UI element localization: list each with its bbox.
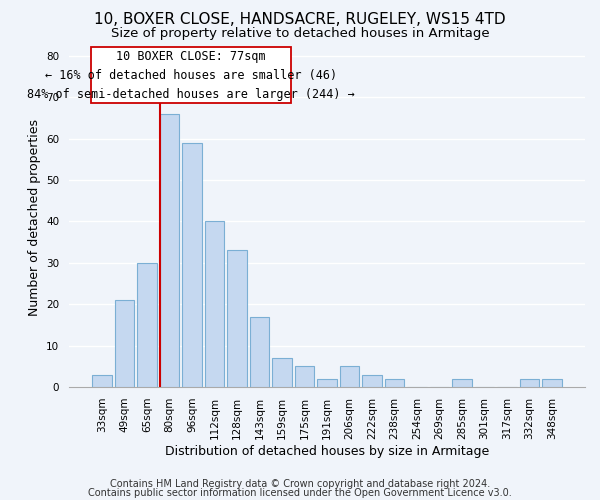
Text: Contains public sector information licensed under the Open Government Licence v3: Contains public sector information licen…: [88, 488, 512, 498]
Text: Size of property relative to detached houses in Armitage: Size of property relative to detached ho…: [110, 28, 490, 40]
Bar: [520, 379, 539, 387]
Y-axis label: Number of detached properties: Number of detached properties: [28, 119, 41, 316]
Bar: [295, 366, 314, 387]
Text: Contains HM Land Registry data © Crown copyright and database right 2024.: Contains HM Land Registry data © Crown c…: [110, 479, 490, 489]
Bar: [452, 379, 472, 387]
FancyBboxPatch shape: [91, 48, 291, 104]
Bar: [92, 374, 112, 387]
Bar: [115, 300, 134, 387]
Bar: [182, 143, 202, 387]
Bar: [385, 379, 404, 387]
Bar: [542, 379, 562, 387]
Bar: [137, 263, 157, 387]
Bar: [227, 250, 247, 387]
Bar: [317, 379, 337, 387]
Bar: [362, 374, 382, 387]
Text: 10, BOXER CLOSE, HANDSACRE, RUGELEY, WS15 4TD: 10, BOXER CLOSE, HANDSACRE, RUGELEY, WS1…: [94, 12, 506, 28]
Bar: [250, 316, 269, 387]
Bar: [340, 366, 359, 387]
Bar: [272, 358, 292, 387]
Bar: [160, 114, 179, 387]
Bar: [205, 222, 224, 387]
X-axis label: Distribution of detached houses by size in Armitage: Distribution of detached houses by size …: [165, 444, 489, 458]
Text: 10 BOXER CLOSE: 77sqm
← 16% of detached houses are smaller (46)
84% of semi-deta: 10 BOXER CLOSE: 77sqm ← 16% of detached …: [27, 50, 355, 101]
